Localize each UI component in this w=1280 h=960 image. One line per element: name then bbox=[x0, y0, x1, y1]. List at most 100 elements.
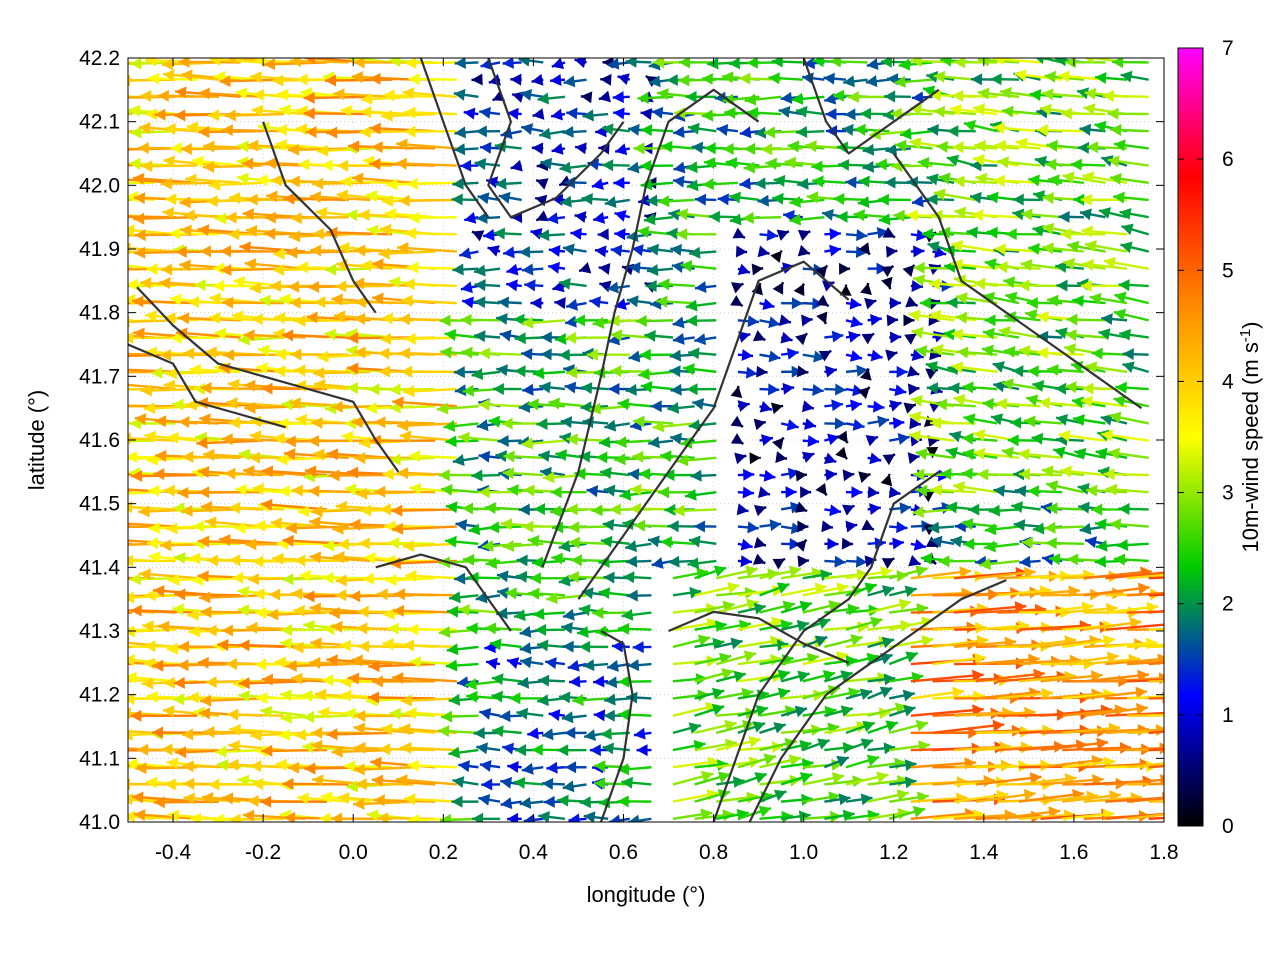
wind-arrow-748 bbox=[737, 555, 753, 568]
wind-arrow-934 bbox=[586, 485, 609, 498]
wind-arrow-589 bbox=[357, 605, 414, 618]
wind-arrow-684 bbox=[335, 574, 393, 587]
wind-arrow-1344 bbox=[128, 336, 133, 339]
wind-arrow-596 bbox=[532, 607, 566, 620]
wind-arrow-2097 bbox=[823, 72, 847, 85]
wind-arrow-1067 bbox=[307, 434, 371, 447]
wind-arrow-1431 bbox=[929, 309, 976, 322]
wind-arrow-1701 bbox=[574, 211, 587, 223]
wind-arrow-640 bbox=[449, 591, 479, 604]
wind-arrow-1675 bbox=[1032, 224, 1063, 237]
wind-arrow-1634 bbox=[128, 224, 176, 237]
wind-arrow-80 bbox=[824, 793, 851, 806]
wind-arrow-1376 bbox=[824, 330, 844, 343]
wind-arrow-1236 bbox=[907, 383, 920, 396]
wind-arrow-359 bbox=[604, 693, 630, 706]
wind-arrow-160 bbox=[458, 760, 479, 773]
wind-arrow-916 bbox=[163, 484, 220, 497]
wind-arrow-2048 bbox=[791, 92, 825, 105]
wind-arrow-199 bbox=[228, 740, 284, 752]
wind-arrow-1354 bbox=[282, 329, 349, 342]
wind-arrow-2103 bbox=[933, 70, 976, 83]
wind-arrow-459 bbox=[715, 650, 757, 666]
wind-arrow-942 bbox=[781, 486, 797, 499]
wind-arrow-115 bbox=[513, 776, 544, 789]
wind-arrow-1709 bbox=[729, 213, 760, 226]
wind-arrow-902 bbox=[912, 505, 955, 518]
wind-arrow-274 bbox=[867, 720, 899, 735]
wind-arrow-1938 bbox=[500, 127, 522, 140]
wind-arrow-1887 bbox=[396, 138, 457, 151]
wind-arrow-979 bbox=[502, 467, 544, 480]
wind-arrow-1693 bbox=[358, 208, 414, 221]
wind-arrow-1723 bbox=[1020, 208, 1063, 221]
wind-arrow-1284 bbox=[906, 365, 920, 377]
wind-arrow-314 bbox=[694, 703, 725, 717]
wind-arrow-23 bbox=[608, 814, 630, 822]
wind-arrow-783 bbox=[402, 539, 457, 552]
wind-arrow-1821 bbox=[1062, 171, 1106, 184]
wind-arrow-1346 bbox=[128, 331, 176, 344]
wind-arrow-1872 bbox=[128, 147, 133, 150]
wind-arrow-1620 bbox=[910, 245, 925, 258]
wind-arrow-581 bbox=[187, 608, 241, 621]
wind-arrow-288 bbox=[128, 714, 133, 718]
wind-arrow-1882 bbox=[287, 143, 349, 156]
wind-arrow-906 bbox=[1011, 501, 1041, 514]
wind-arrow-621 bbox=[1105, 601, 1159, 614]
wind-arrow-2050 bbox=[832, 89, 868, 102]
wind-arrow-1631 bbox=[1120, 241, 1149, 254]
wind-arrow-1427 bbox=[886, 314, 899, 327]
wind-arrow-1521 bbox=[839, 284, 852, 296]
wind-arrow-674 bbox=[129, 573, 176, 586]
wind-arrow-1919 bbox=[1113, 139, 1149, 152]
wind-arrow-269 bbox=[759, 722, 787, 735]
wind-arrow-847 bbox=[797, 520, 809, 533]
wind-arrow-1485 bbox=[1072, 295, 1106, 308]
wind-arrow-593 bbox=[458, 604, 501, 616]
wind-arrow-972 bbox=[328, 469, 392, 482]
wind-arrow-769 bbox=[128, 542, 155, 546]
wind-arrow-838 bbox=[568, 521, 609, 534]
wind-arrow-239 bbox=[1148, 747, 1164, 752]
wind-arrow-526 bbox=[1126, 643, 1164, 649]
y-tick-label-10: 42.0 bbox=[79, 174, 120, 197]
wind-arrow-1749 bbox=[560, 195, 587, 208]
wind-arrow-1937 bbox=[475, 125, 501, 138]
wind-arrow-786 bbox=[482, 539, 522, 552]
wind-arrow-1600 bbox=[459, 247, 479, 260]
wind-arrow-127 bbox=[802, 772, 845, 786]
wind-arrow-410 bbox=[694, 667, 734, 683]
wind-arrow-548 bbox=[534, 623, 565, 636]
wind-arrow-1352 bbox=[243, 329, 306, 342]
wind-arrow-500 bbox=[536, 639, 566, 652]
wind-arrow-1242 bbox=[1001, 378, 1041, 391]
wind-arrow-447 bbox=[409, 656, 457, 669]
wind-arrow-1220 bbox=[539, 381, 566, 394]
wind-arrow-1132 bbox=[730, 415, 744, 428]
wind-arrow-1181 bbox=[759, 401, 773, 413]
wind-arrow-1599 bbox=[397, 242, 457, 255]
wind-arrow-296 bbox=[260, 705, 306, 718]
wind-arrow-1946 bbox=[673, 126, 695, 139]
wind-arrow-2037 bbox=[580, 91, 593, 104]
wind-arrow-1265 bbox=[471, 368, 501, 380]
wind-arrow-2152 bbox=[954, 58, 998, 69]
wind-arrow-1762 bbox=[833, 193, 868, 206]
wind-arrow-1137 bbox=[845, 418, 865, 431]
wind-arrow-1516 bbox=[731, 282, 744, 294]
wind-arrow-722 bbox=[128, 554, 176, 567]
wind-arrow-1750 bbox=[581, 192, 609, 205]
wind-arrow-687 bbox=[405, 569, 457, 582]
wind-arrow-1175 bbox=[589, 402, 630, 415]
wind-arrow-788 bbox=[527, 535, 566, 547]
wind-arrow-576 bbox=[128, 611, 133, 614]
wind-arrow-2079 bbox=[408, 73, 457, 86]
wind-arrow-308 bbox=[548, 709, 566, 721]
wind-arrow-1240 bbox=[962, 381, 998, 394]
wind-arrow-604 bbox=[737, 602, 766, 615]
wind-arrow-944 bbox=[815, 482, 828, 497]
wind-arrow-1259 bbox=[313, 367, 371, 380]
wind-arrow-1780 bbox=[160, 177, 220, 190]
wind-arrow-1470 bbox=[781, 297, 803, 310]
